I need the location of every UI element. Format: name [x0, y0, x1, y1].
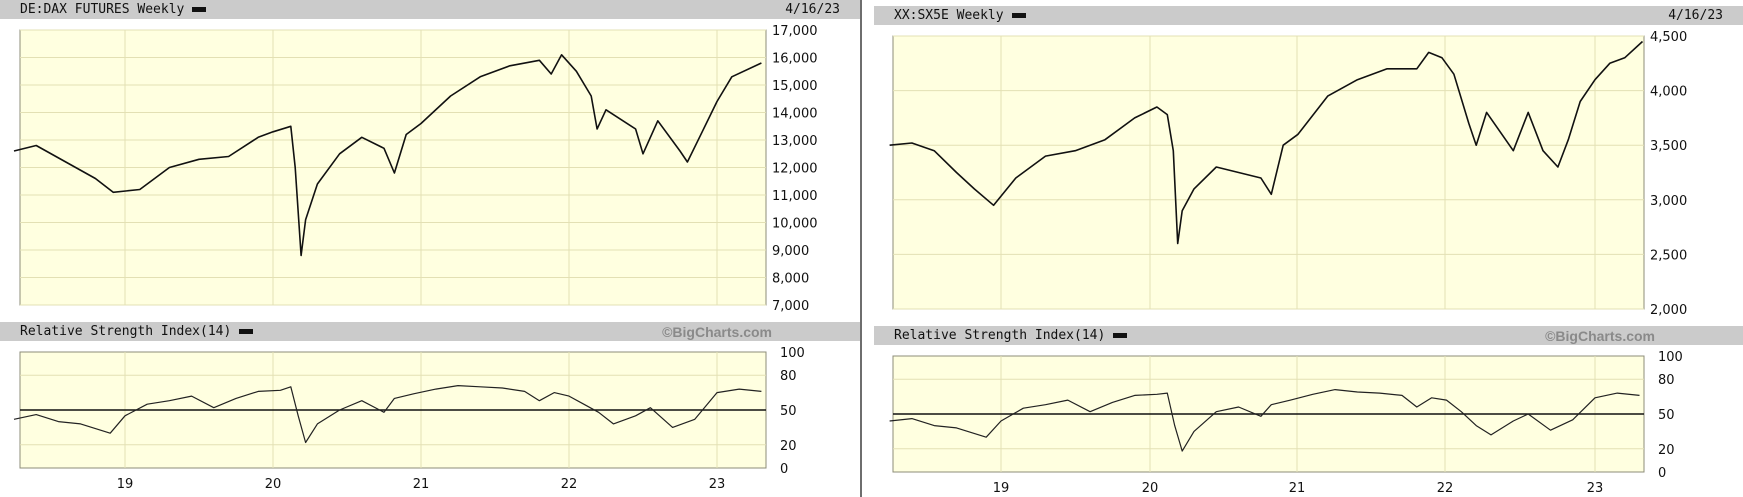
- price-y-tick-label: 13,000: [772, 134, 818, 149]
- price-chart-title: XX:SX5E Weekly: [894, 8, 1026, 23]
- series-line-icon: [1113, 333, 1128, 338]
- price-y-tick-label: 4,500: [1650, 30, 1687, 45]
- rsi-y-tick-label: 80: [1658, 373, 1675, 388]
- price-y-tick-label: 12,000: [772, 162, 818, 177]
- x-tick-label: 19: [993, 481, 1010, 496]
- x-tick-label: 23: [1587, 481, 1604, 496]
- chart-date: 4/16/23: [785, 2, 840, 17]
- price-y-tick-label: 9,000: [772, 244, 809, 259]
- price-series-line: [889, 40, 1644, 245]
- x-tick-label: 21: [1289, 481, 1306, 496]
- rsi-y-tick-label: 0: [1658, 466, 1666, 481]
- x-tick-label: 23: [709, 477, 726, 492]
- rsi-y-tick-label: 100: [1658, 350, 1683, 365]
- rsi-title: Relative Strength Index(14): [894, 328, 1128, 343]
- rsi-header-bar: Relative Strength Index(14) ©BigCharts.c…: [0, 322, 860, 341]
- copyright-label: ©BigCharts.com: [1545, 328, 1655, 344]
- price-y-tick-label: 17,000: [772, 24, 818, 39]
- price-chart-title: DE:DAX FUTURES Weekly: [20, 2, 207, 17]
- price-header-bar: XX:SX5E Weekly 4/16/23: [874, 6, 1743, 25]
- copyright-label: ©BigCharts.com: [662, 324, 772, 340]
- series-line-icon: [239, 329, 254, 334]
- x-tick-label: 20: [1142, 481, 1159, 496]
- sx5e-chart-svg: 2,000 2,500 3,000 3,500 4,000 4,500 0 20 50 80 100…: [889, 30, 1687, 496]
- price-y-tick-label: 14,000: [772, 107, 818, 122]
- price-header-bar: DE:DAX FUTURES Weekly 4/16/23: [0, 0, 860, 19]
- series-line-icon: [1011, 13, 1026, 18]
- price-y-tick-label: 4,000: [1650, 85, 1687, 100]
- rsi-series-line: [889, 389, 1640, 452]
- rsi-y-tick-label: 20: [1658, 443, 1675, 458]
- x-tick-label: 20: [265, 477, 282, 492]
- price-y-tick-label: 11,000: [772, 189, 818, 204]
- price-y-tick-label: 2,500: [1650, 248, 1687, 263]
- rsi-y-tick-label: 0: [780, 462, 788, 477]
- price-y-tick-label: 7,000: [772, 299, 809, 314]
- rsi-y-tick-label: 50: [1658, 408, 1675, 423]
- rsi-y-tick-label: 100: [780, 346, 805, 361]
- dax-chart-panel: DE:DAX FUTURES Weekly 4/16/23 Relative S…: [0, 0, 862, 497]
- series-line-icon: [192, 7, 207, 12]
- price-y-tick-label: 3,500: [1650, 139, 1687, 154]
- price-series-line: [13, 53, 762, 257]
- chart-date: 4/16/23: [1668, 8, 1723, 23]
- rsi-y-tick-label: 20: [780, 439, 797, 454]
- rsi-header-bar: Relative Strength Index(14) ©BigCharts.c…: [874, 326, 1743, 345]
- rsi-title: Relative Strength Index(14): [20, 324, 254, 339]
- x-tick-label: 22: [1437, 481, 1454, 496]
- price-y-tick-label: 15,000: [772, 79, 818, 94]
- rsi-series-line: [13, 385, 762, 444]
- price-plot-area: [892, 35, 1645, 310]
- price-y-tick-label: 2,000: [1650, 303, 1687, 318]
- x-tick-label: 21: [413, 477, 430, 492]
- rsi-y-tick-label: 50: [780, 404, 797, 419]
- dax-chart-svg: 7,000 8,000 9,000 10,000 11,000 12,000 13,000 1…: [13, 24, 818, 492]
- rsi-y-tick-label: 80: [780, 369, 797, 384]
- x-tick-label: 22: [561, 477, 578, 492]
- x-tick-label: 19: [117, 477, 134, 492]
- price-y-tick-label: 8,000: [772, 272, 809, 287]
- price-y-tick-label: 10,000: [772, 217, 818, 232]
- price-y-tick-label: 3,000: [1650, 194, 1687, 209]
- price-y-tick-label: 16,000: [772, 52, 818, 67]
- sx5e-chart-panel: XX:SX5E Weekly 4/16/23 Relative Strength…: [874, 0, 1743, 497]
